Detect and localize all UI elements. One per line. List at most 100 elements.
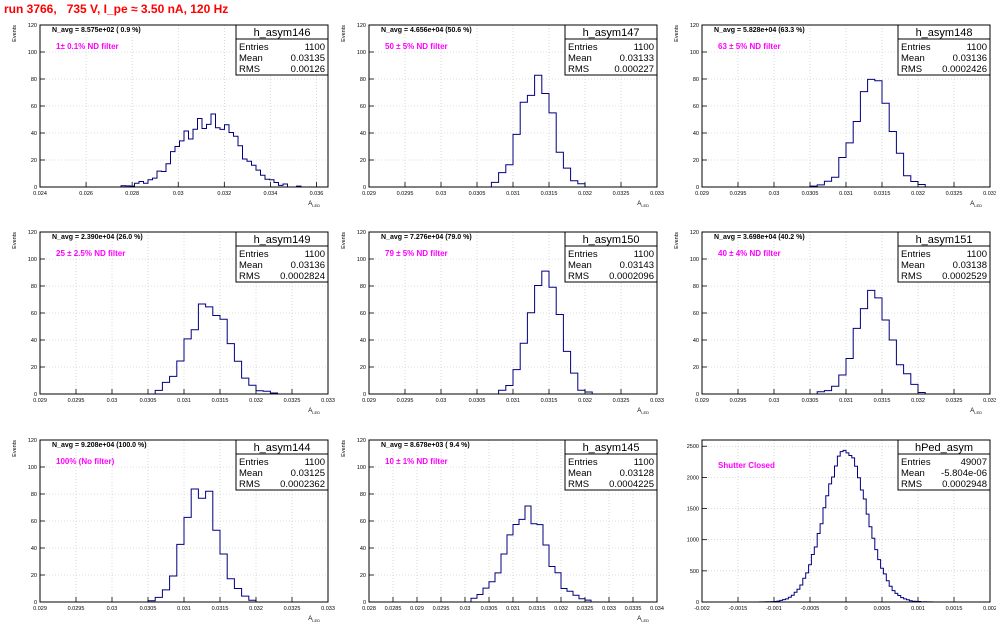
stats-value: 0.0002426 — [942, 64, 987, 75]
y-tick-label: 80 — [360, 284, 366, 290]
x-tick-label: 0.03 — [769, 191, 780, 197]
y-tick-label: 100 — [357, 257, 366, 263]
stats-title: h_asym147 — [583, 27, 640, 39]
stats-key: RMS — [901, 64, 922, 75]
x-tick-label: 0.029 — [695, 191, 709, 197]
y-tick-label: 100 — [357, 50, 366, 56]
y-tick-label: 1500 — [687, 507, 699, 513]
x-tick-label: 0.0305 — [802, 191, 819, 197]
x-tick-label: 0.0315 — [874, 191, 891, 197]
filter-label: 25 ± 2.5% ND filter — [56, 249, 125, 258]
stats-value: 0.0002948 — [942, 479, 987, 490]
stats-key: Entries — [901, 457, 931, 468]
histogram-hPed_asym: -0.002 -0.0015 -0.001 -0.0005 0 0.0005 0.001 0.… — [687, 439, 996, 612]
stats-value: 0.03125 — [291, 468, 325, 479]
y-tick-label: 60 — [31, 311, 37, 317]
x-tick-label: 0.03 — [173, 191, 184, 197]
stats-key: Mean — [901, 53, 925, 64]
x-tick-label: 0.031 — [839, 398, 853, 404]
x-tick-label: 0.028 — [125, 191, 139, 197]
stats-title: h_asym150 — [583, 234, 640, 246]
y-tick-label: 120 — [28, 23, 37, 29]
y-tick-label: 120 — [357, 438, 366, 444]
x-tick-label: 0.033 — [650, 398, 664, 404]
x-tick-label: 0.03 — [107, 398, 118, 404]
stats-key: RMS — [901, 271, 922, 282]
stats-key: RMS — [901, 479, 922, 490]
stats-value: 49007 — [961, 457, 987, 468]
stats-key: RMS — [239, 64, 260, 75]
y-tick-label: 40 — [360, 131, 366, 137]
stats-value: 0.03143 — [620, 260, 654, 271]
y-axis-label: Events — [12, 25, 18, 42]
x-tick-label: 0.0005 — [874, 606, 891, 612]
y-tick-label: 80 — [31, 77, 37, 83]
x-tick-label: -0.0015 — [729, 606, 748, 612]
x-tick-label: -0.002 — [694, 606, 710, 612]
x-tick-label: 0.0325 — [284, 398, 301, 404]
y-tick-label: 1000 — [687, 538, 699, 544]
n-avg-label: N_avg = 3.698e+04 (40.2 %) — [714, 234, 805, 241]
y-tick-label: 60 — [360, 519, 366, 525]
x-tick-label: -0.0005 — [801, 606, 820, 612]
x-tick-label: 0.0305 — [469, 398, 486, 404]
y-tick-label: 100 — [357, 465, 366, 471]
filter-label: 63 ± 5% ND filter — [718, 42, 781, 51]
y-tick-label: 0 — [34, 600, 37, 606]
y-tick-label: 0 — [363, 185, 366, 191]
y-tick-label: 100 — [690, 50, 699, 56]
y-tick-label: 0 — [34, 392, 37, 398]
stats-title: h_asym148 — [916, 27, 973, 39]
x-tick-label: 0.032 — [578, 398, 592, 404]
x-tick-label: 0.0325 — [613, 191, 630, 197]
x-tick-label: 0.0295 — [730, 398, 747, 404]
x-tick-label: 0.033 — [602, 606, 616, 612]
y-tick-label: 20 — [31, 365, 37, 371]
x-axis-label: ALED — [308, 408, 320, 415]
x-tick-label: 0.032 — [249, 398, 263, 404]
y-tick-label: 20 — [693, 158, 699, 164]
x-tick-label: 0.0305 — [469, 191, 486, 197]
x-tick-label: 0.029 — [33, 398, 47, 404]
stats-key: Entries — [568, 249, 598, 260]
n-avg-label: N_avg = 4.656e+04 (50.6 %) — [381, 27, 472, 34]
x-tick-label: 0.0285 — [385, 606, 402, 612]
x-tick-label: 0.034 — [650, 606, 664, 612]
y-tick-label: 20 — [360, 573, 366, 579]
x-tick-label: 0.002 — [983, 606, 996, 612]
x-tick-label: 0.036 — [310, 191, 324, 197]
y-tick-label: 60 — [693, 104, 699, 110]
stats-value: 0.03128 — [620, 468, 654, 479]
stats-key: Mean — [568, 468, 592, 479]
y-axis-label: Events — [12, 440, 18, 457]
stats-box — [235, 231, 329, 283]
stats-value: 0.000227 — [614, 64, 654, 75]
x-tick-label: 0.03 — [436, 398, 447, 404]
filter-label: 50 ± 5% ND filter — [385, 42, 448, 51]
filter-label: 79 ± 5% ND filter — [385, 249, 448, 258]
y-tick-label: 0 — [363, 392, 366, 398]
stats-key: RMS — [568, 64, 589, 75]
x-tick-label: 0.031 — [506, 191, 520, 197]
y-tick-label: 120 — [28, 230, 37, 236]
y-tick-label: 20 — [360, 365, 366, 371]
x-tick-label: 0.03 — [436, 191, 447, 197]
y-tick-label: 0 — [34, 185, 37, 191]
x-tick-label: 0.024 — [33, 191, 47, 197]
y-tick-label: 20 — [31, 573, 37, 579]
histogram-h_asym145: 0.028 0.0285 0.029 0.0295 0.03 0.0305 0.031 0.0… — [341, 438, 664, 622]
x-axis-label: ALED — [637, 408, 649, 415]
y-tick-label: 40 — [360, 546, 366, 552]
x-tick-label: 0.031 — [506, 606, 520, 612]
x-tick-label: 0.033 — [321, 398, 335, 404]
x-tick-label: 0.032 — [911, 191, 925, 197]
y-tick-label: 60 — [360, 104, 366, 110]
y-tick-label: 40 — [31, 338, 37, 344]
histogram-outline — [40, 113, 328, 188]
stats-box — [235, 24, 329, 76]
y-axis-label: Events — [12, 232, 18, 249]
x-tick-label: 0.001 — [911, 606, 925, 612]
stats-key: Mean — [568, 260, 592, 271]
stats-title: h_asym144 — [254, 442, 311, 454]
x-tick-label: 0.033 — [983, 398, 996, 404]
